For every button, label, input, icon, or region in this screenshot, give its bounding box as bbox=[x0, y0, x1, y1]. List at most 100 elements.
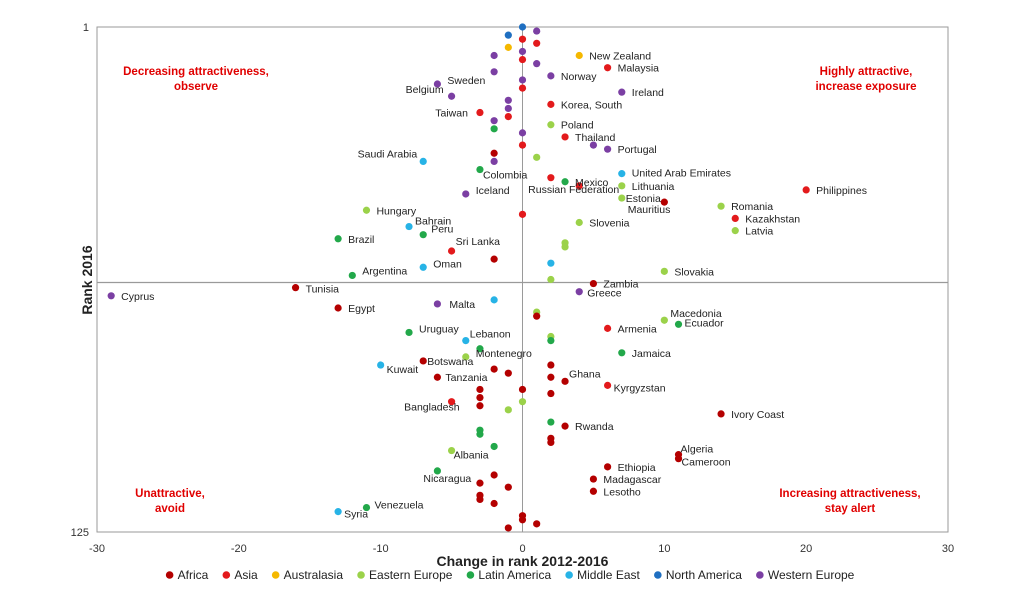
legend-marker bbox=[565, 571, 573, 579]
point-label: Slovenia bbox=[589, 217, 629, 229]
data-point bbox=[604, 463, 612, 471]
data-point bbox=[561, 377, 569, 385]
legend-marker bbox=[756, 571, 764, 579]
data-point bbox=[533, 312, 541, 320]
quadrant-label-line: Increasing attractiveness, bbox=[779, 488, 920, 500]
data-point bbox=[362, 503, 371, 512]
data-point bbox=[618, 194, 626, 202]
point-label: Malaysia bbox=[618, 63, 660, 75]
point-label: Uruguay bbox=[419, 323, 459, 335]
data-point bbox=[447, 247, 456, 255]
data-point bbox=[476, 108, 484, 117]
data-point bbox=[561, 178, 569, 186]
legend-item: Africa bbox=[165, 568, 209, 582]
point-label: Lesotho bbox=[603, 486, 641, 498]
point-label: Ghana bbox=[569, 368, 601, 380]
point-label: Korea, South bbox=[561, 99, 622, 111]
data-point bbox=[547, 259, 555, 267]
data-point bbox=[802, 186, 810, 194]
data-point bbox=[490, 117, 498, 125]
data-point bbox=[533, 39, 541, 47]
data-point bbox=[291, 284, 300, 292]
legend-item: Asia bbox=[222, 568, 258, 582]
point-label: Cameroon bbox=[682, 457, 731, 469]
data-point bbox=[476, 430, 484, 438]
point-label: Rwanda bbox=[575, 421, 614, 433]
quadrant-label-top-right: Highly attractive, increase exposure bbox=[815, 66, 916, 93]
data-point bbox=[504, 96, 512, 104]
point-label: Ecuador bbox=[685, 317, 725, 329]
data-point bbox=[504, 406, 512, 414]
point-label: Greece bbox=[587, 288, 622, 300]
data-point bbox=[490, 365, 498, 373]
data-point bbox=[476, 394, 484, 402]
data-point bbox=[533, 520, 541, 528]
data-point bbox=[447, 92, 456, 100]
y-tick-label: 125 bbox=[71, 527, 89, 539]
point-label: Montenegro bbox=[476, 348, 532, 360]
data-point bbox=[490, 125, 498, 133]
data-point bbox=[476, 479, 484, 487]
point-label: Bahrain bbox=[415, 216, 451, 228]
data-point bbox=[533, 60, 541, 68]
quadrant-label-bottom-left: Unattractive, avoid bbox=[135, 488, 205, 515]
data-point bbox=[476, 345, 484, 353]
data-point bbox=[462, 336, 470, 345]
legend-label: North America bbox=[666, 568, 742, 582]
data-point bbox=[561, 243, 569, 251]
point-label: Peru bbox=[431, 224, 453, 236]
point-label: Slovakia bbox=[674, 266, 714, 278]
data-point bbox=[589, 279, 598, 288]
data-point bbox=[433, 467, 441, 475]
quadrant-label-line: avoid bbox=[155, 503, 185, 515]
data-point bbox=[674, 455, 683, 463]
point-label: Saudi Arabia bbox=[358, 148, 418, 160]
legend-label: Australasia bbox=[284, 568, 344, 582]
x-axis-label: Change in rank 2012-2016 bbox=[437, 553, 609, 569]
point-label: Mauritius bbox=[628, 204, 671, 216]
data-point bbox=[490, 157, 498, 165]
data-point bbox=[334, 304, 342, 312]
point-label: Kazakhstan bbox=[745, 213, 800, 225]
legend-item: North America bbox=[654, 568, 742, 582]
data-point bbox=[107, 292, 115, 300]
legend-label: Eastern Europe bbox=[369, 568, 453, 582]
legend-marker bbox=[271, 571, 280, 579]
data-point bbox=[604, 324, 612, 332]
data-point bbox=[660, 198, 668, 206]
x-tick-label: 0 bbox=[519, 543, 525, 555]
legend-label: Middle East bbox=[577, 568, 640, 582]
point-label: Albania bbox=[454, 450, 489, 462]
point-label: Portugal bbox=[618, 144, 657, 156]
data-point bbox=[504, 104, 512, 113]
data-point bbox=[504, 524, 512, 532]
data-point bbox=[589, 475, 598, 483]
data-point bbox=[547, 275, 555, 284]
legend: Africa Asia Australasia Eastern Europe Latin… bbox=[165, 568, 855, 582]
point-label: Latvia bbox=[745, 226, 773, 238]
data-point bbox=[490, 255, 498, 263]
data-point bbox=[575, 51, 583, 60]
data-point bbox=[660, 316, 668, 324]
quadrant-label-line: Decreasing attractiveness, bbox=[123, 66, 269, 78]
data-point bbox=[575, 182, 583, 190]
data-point bbox=[518, 23, 527, 31]
point-label: Hungary bbox=[376, 205, 416, 217]
point-label: Philippines bbox=[816, 185, 867, 197]
legend-label: Africa bbox=[178, 568, 209, 582]
quadrant-label-line: Unattractive, bbox=[135, 488, 205, 500]
legend-item: Australasia bbox=[271, 568, 344, 582]
data-point bbox=[618, 88, 626, 96]
data-point bbox=[717, 202, 725, 210]
data-point bbox=[518, 76, 527, 84]
point-label: Cyprus bbox=[121, 291, 154, 303]
point-label: United Arab Emirates bbox=[632, 168, 731, 180]
point-label: Sweden bbox=[447, 75, 485, 87]
legend-label: Latin America bbox=[478, 568, 551, 582]
point-label: Venezuela bbox=[374, 500, 423, 512]
point-label: Egypt bbox=[348, 303, 375, 315]
quadrant-label-line: stay alert bbox=[825, 503, 876, 515]
data-point bbox=[575, 288, 583, 296]
data-point bbox=[504, 112, 512, 121]
data-point bbox=[405, 328, 413, 337]
